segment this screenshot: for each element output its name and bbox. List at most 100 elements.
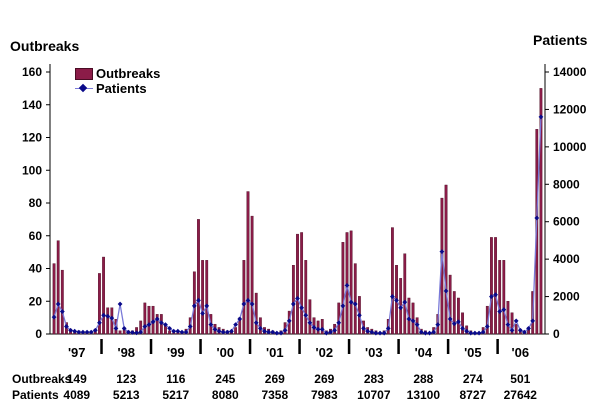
- point-patients: [513, 318, 519, 324]
- point-patients: [493, 292, 498, 298]
- point-patients: [88, 329, 94, 335]
- year-label: '06: [512, 345, 530, 360]
- bar-outbreaks: [201, 260, 204, 335]
- bar-outbreaks: [60, 269, 64, 335]
- point-patients: [146, 322, 152, 328]
- point-patients: [154, 316, 160, 322]
- legend-label-outbreaks: Outbreaks: [96, 66, 161, 81]
- year-label: '99: [167, 345, 185, 360]
- point-patients: [410, 318, 416, 324]
- point-patients: [286, 318, 292, 324]
- point-patients: [328, 329, 333, 335]
- right-tick-label: 2000: [553, 290, 580, 304]
- bar-outbreaks: [258, 317, 262, 335]
- point-patients: [224, 329, 230, 335]
- summary-patients-value: 13100: [406, 388, 441, 402]
- point-patients: [245, 297, 251, 303]
- bar-outbreaks: [242, 260, 246, 335]
- bar-outbreaks: [510, 312, 514, 335]
- point-patients: [319, 326, 325, 332]
- bar-outbreaks: [147, 305, 151, 335]
- point-patients: [142, 324, 148, 329]
- summary-patients-value: 7983: [310, 388, 338, 402]
- point-patients: [427, 330, 432, 336]
- year-label: '98: [117, 345, 135, 360]
- right-tick-label: 12000: [553, 102, 587, 116]
- point-patients: [253, 320, 259, 326]
- point-patients: [237, 316, 243, 322]
- legend-swatch-line: [75, 83, 93, 95]
- summary-patients-value: 5217: [162, 388, 190, 402]
- point-patients: [84, 329, 90, 335]
- point-patients: [336, 320, 342, 326]
- bar-outbreaks: [411, 302, 415, 335]
- point-patients: [125, 329, 131, 335]
- bar-outbreaks: [56, 240, 60, 335]
- point-patients: [171, 328, 177, 334]
- legend-label-patients: Patients: [96, 81, 147, 96]
- right-tick-label: 10000: [553, 140, 587, 154]
- left-axis-title: Outbreaks: [10, 38, 80, 54]
- point-patients: [92, 327, 98, 333]
- bar-outbreaks: [403, 253, 407, 335]
- point-patients: [175, 328, 181, 334]
- bar-outbreaks: [502, 260, 506, 335]
- point-patients: [414, 322, 420, 328]
- bar-outbreaks: [300, 232, 304, 335]
- year-label: '03: [365, 345, 383, 360]
- legend-swatch-bars: [75, 67, 93, 80]
- point-patients: [402, 299, 408, 305]
- bar-outbreaks: [118, 330, 122, 335]
- bar-outbreaks: [506, 301, 510, 335]
- point-patients: [456, 319, 461, 325]
- point-patients: [295, 296, 300, 301]
- point-patients: [472, 330, 478, 336]
- point-patients: [311, 325, 317, 330]
- point-patients: [191, 303, 197, 309]
- summary-patients-value: 10707: [357, 388, 391, 402]
- point-patients: [394, 297, 399, 303]
- bar-outbreaks: [102, 256, 105, 335]
- point-patients: [530, 318, 536, 324]
- summary-outbreaks-value: 245: [215, 372, 236, 386]
- point-patients: [233, 322, 239, 328]
- point-patients: [187, 324, 193, 329]
- point-patients: [509, 327, 515, 333]
- bar-outbreaks: [490, 237, 493, 335]
- point-patients: [196, 297, 201, 303]
- point-patients: [381, 330, 387, 336]
- legend-item-patients: Patients: [75, 81, 160, 96]
- bar-outbreaks: [353, 263, 357, 335]
- summary-patients-value: 8080: [211, 388, 239, 402]
- point-patients: [348, 299, 354, 305]
- point-patients: [216, 328, 222, 334]
- summary-outbreaks-value: 269: [264, 372, 285, 386]
- bar-outbreaks: [254, 292, 258, 335]
- bar-outbreaks: [98, 273, 101, 335]
- bar-outbreaks: [308, 299, 312, 335]
- summary-patients-value: 7358: [261, 388, 289, 402]
- point-patients: [55, 301, 61, 307]
- year-label: '00: [217, 345, 235, 360]
- left-tick-label: 140: [22, 98, 42, 112]
- left-tick-label: 20: [29, 294, 43, 308]
- point-patients: [249, 301, 255, 307]
- point-patients: [200, 311, 206, 316]
- point-patients: [109, 315, 115, 321]
- point-patients: [534, 215, 540, 221]
- right-axis-title: Patients: [533, 32, 588, 48]
- point-patients: [299, 305, 305, 311]
- bar-outbreaks: [197, 219, 200, 335]
- bar-outbreaks: [514, 323, 518, 335]
- point-patients: [538, 114, 544, 120]
- right-tick-label: 14000: [553, 65, 587, 79]
- point-patients: [377, 330, 383, 336]
- point-patients: [68, 327, 73, 333]
- point-patients: [307, 320, 313, 326]
- point-patients: [80, 329, 86, 335]
- point-patients: [158, 320, 164, 326]
- bar-outbreaks: [143, 302, 147, 335]
- point-patients: [303, 312, 309, 318]
- left-tick-label: 60: [29, 229, 43, 243]
- summary-outbreaks-value: 501: [510, 372, 531, 386]
